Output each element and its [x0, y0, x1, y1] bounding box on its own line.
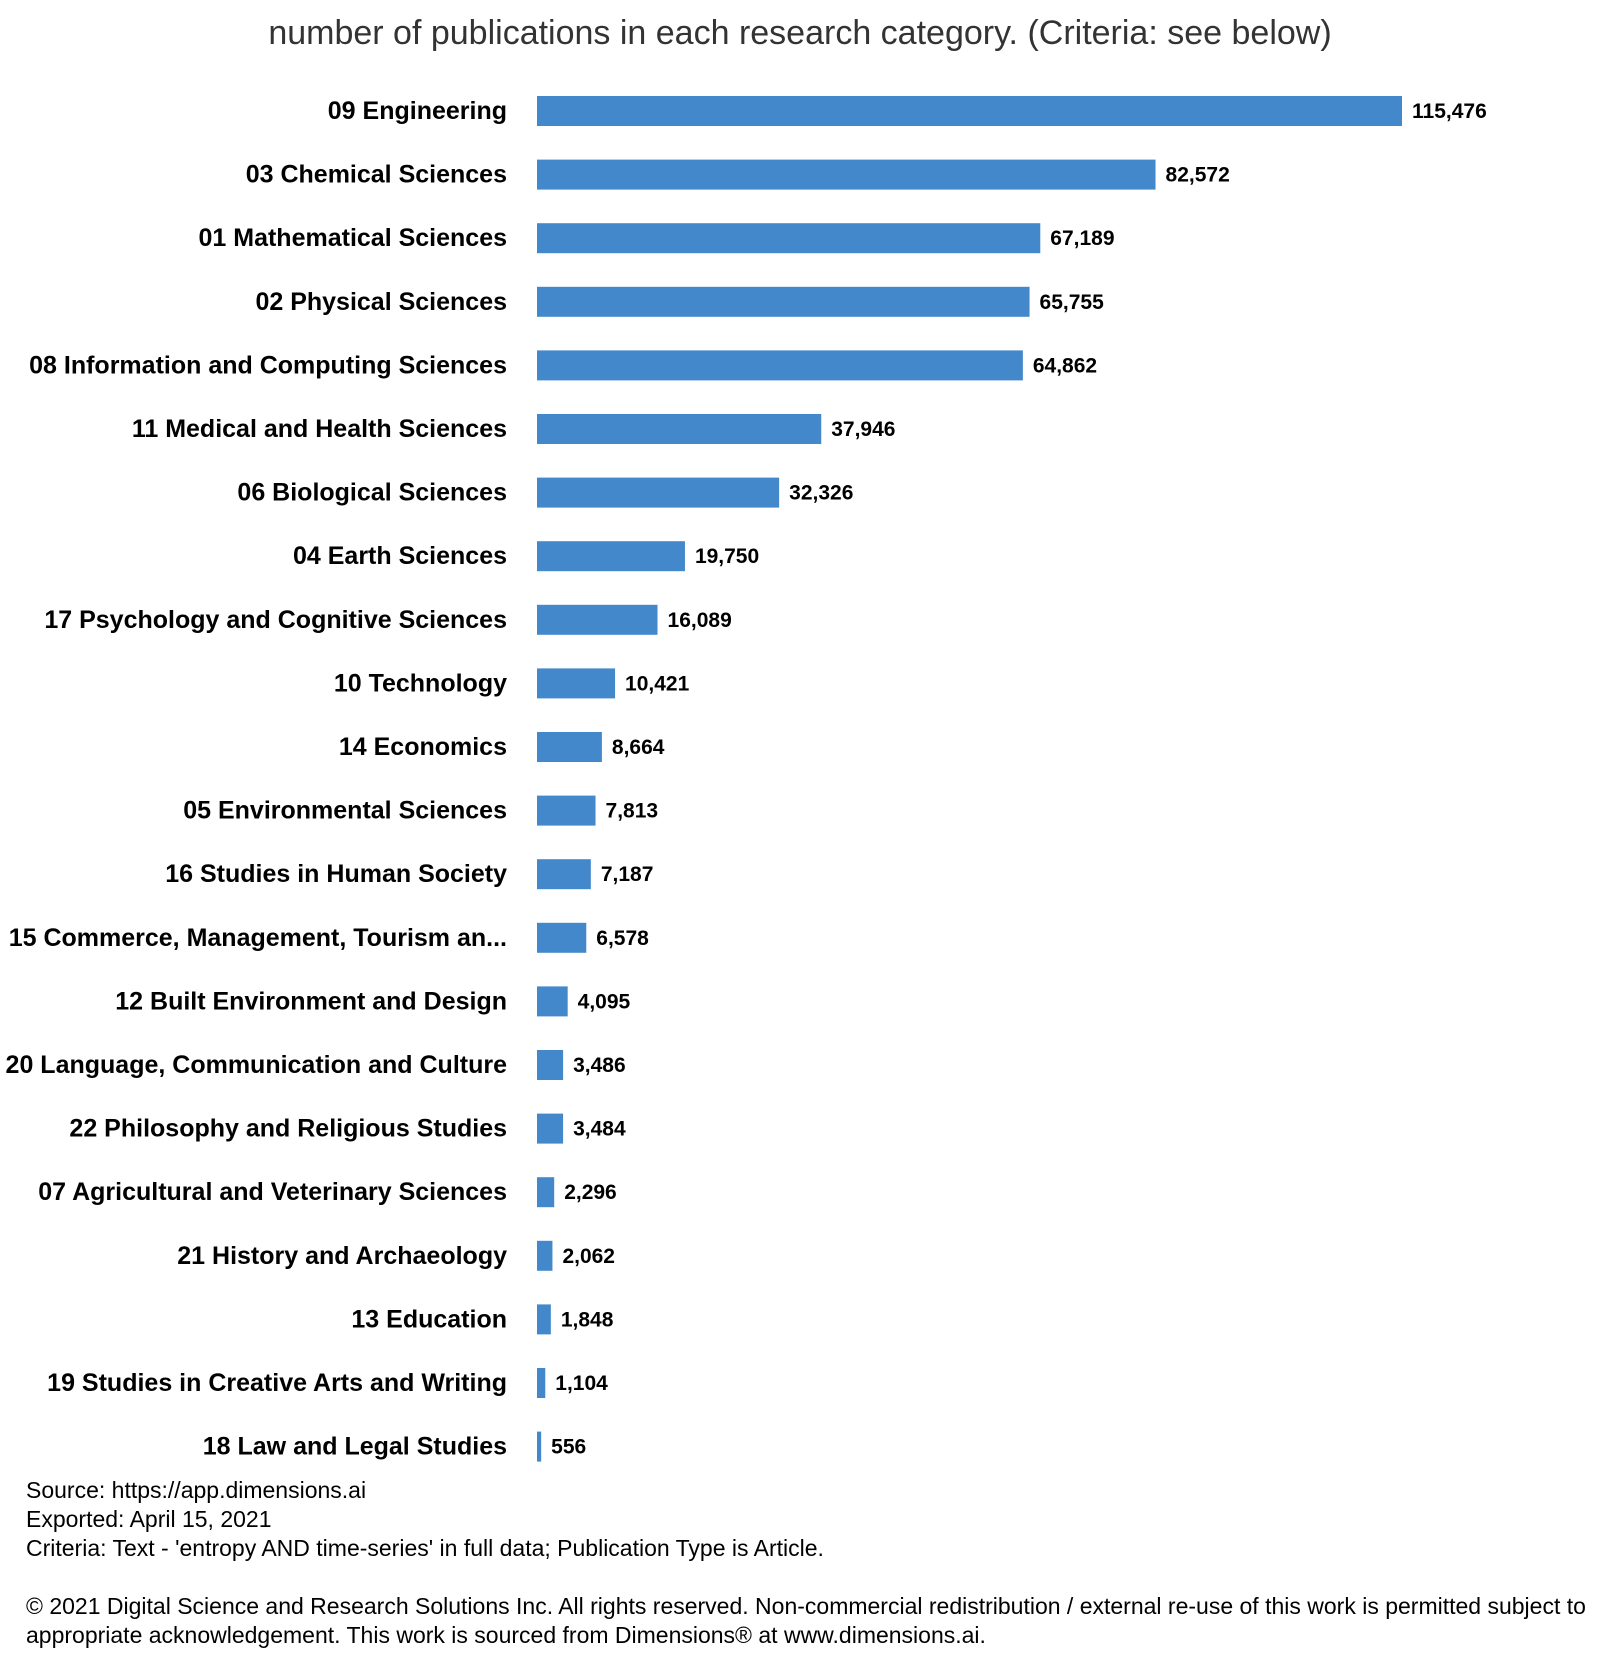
bar [537, 1113, 564, 1144]
bar [537, 668, 616, 699]
data-label: 10,421 [625, 672, 690, 695]
data-label: 2,296 [564, 1181, 617, 1204]
chart-footer: Source: https://app.dimensions.ai Export… [26, 1476, 1586, 1650]
footer-source: Source: https://app.dimensions.ai [26, 1477, 367, 1503]
data-label: 64,862 [1033, 354, 1097, 377]
category-label: 12 Built Environment and Design [115, 987, 507, 1015]
data-label: 67,189 [1050, 227, 1114, 250]
category-label: 05 Environmental Sciences [183, 797, 507, 825]
data-label: 7,813 [606, 800, 659, 823]
category-label: 09 Engineering [328, 97, 507, 125]
data-label: 19,750 [695, 545, 759, 568]
data-label: 32,326 [789, 482, 853, 505]
bar [537, 604, 658, 635]
category-label: 01 Mathematical Sciences [199, 224, 508, 252]
bar [537, 541, 685, 572]
category-label: 16 Studies in Human Society [165, 860, 507, 888]
bar [537, 286, 1030, 317]
data-label: 16,089 [668, 609, 732, 632]
data-label: 1,104 [555, 1372, 608, 1395]
category-label: 10 Technology [334, 669, 507, 697]
category-label: 20 Language, Communication and Culture [6, 1051, 508, 1079]
data-label: 115,476 [1412, 100, 1487, 123]
data-label: 2,062 [562, 1245, 615, 1268]
bar [537, 96, 1402, 126]
category-label: 14 Economics [339, 733, 507, 761]
footer-spacer [26, 1563, 1586, 1592]
footer-copyright: © 2021 Digital Science and Research Solu… [26, 1593, 1586, 1648]
bar [537, 1050, 564, 1080]
bar [537, 732, 602, 762]
data-label: 82,572 [1166, 164, 1230, 187]
category-label: 18 Law and Legal Studies [203, 1433, 507, 1461]
bar [537, 350, 1023, 381]
bar [537, 1240, 553, 1271]
category-label: 17 Psychology and Cognitive Sciences [44, 606, 507, 634]
bar [537, 1304, 551, 1335]
bar-chart: 09 Engineering 115,476 03 Chemical Science… [6, 96, 1487, 1462]
data-label: 37,946 [831, 418, 895, 441]
data-label: 556 [551, 1436, 586, 1459]
bar [537, 859, 591, 890]
bar [537, 1177, 555, 1208]
category-label: 22 Philosophy and Religious Studies [69, 1115, 507, 1143]
data-label: 8,664 [612, 736, 665, 759]
bar [537, 414, 822, 444]
category-label: 08 Information and Computing Sciences [29, 351, 507, 379]
data-label: 1,848 [561, 1308, 614, 1331]
chart-title: number of publications in each research … [268, 14, 1332, 52]
footer-criteria: Criteria: Text - 'entropy AND time-serie… [26, 1535, 824, 1561]
category-label: 15 Commerce, Management, Tourism an... [9, 924, 507, 952]
category-label: 04 Earth Sciences [293, 542, 507, 570]
bar [537, 922, 587, 953]
bar [537, 223, 1041, 254]
data-label: 3,486 [573, 1054, 626, 1077]
bar [537, 1431, 542, 1462]
category-label: 07 Agricultural and Veterinary Sciences [38, 1178, 507, 1206]
category-label: 13 Education [351, 1305, 507, 1333]
data-label: 6,578 [596, 927, 649, 950]
data-label: 7,187 [601, 863, 654, 886]
data-label: 65,755 [1040, 291, 1105, 314]
category-label: 06 Biological Sciences [237, 479, 507, 507]
bar [537, 1368, 546, 1398]
bar [537, 159, 1156, 190]
bar [537, 477, 780, 508]
data-label: 4,095 [578, 990, 631, 1013]
category-label: 19 Studies in Creative Arts and Writing [47, 1369, 507, 1397]
category-label: 11 Medical and Health Sciences [132, 415, 507, 443]
data-label: 3,484 [573, 1118, 626, 1141]
bar [537, 795, 596, 826]
category-label: 02 Physical Sciences [255, 288, 507, 316]
category-label: 21 History and Archaeology [177, 1242, 507, 1270]
category-label: 03 Chemical Sciences [246, 161, 507, 189]
footer-exported: Exported: April 15, 2021 [26, 1506, 272, 1532]
bar [537, 986, 568, 1017]
